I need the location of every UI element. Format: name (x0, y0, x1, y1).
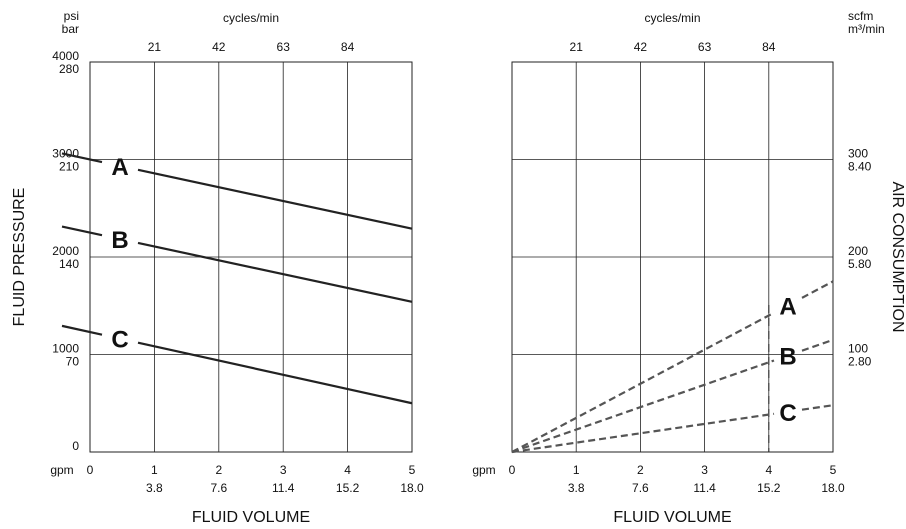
left-y-tick-bar: 70 (66, 355, 80, 369)
left-curve-C (137, 341, 413, 405)
left-curve-C-lead (61, 324, 103, 336)
right-y-tick-m3: 8.40 (848, 160, 872, 174)
right-curve-C-tail (801, 404, 834, 411)
right-y-tick-scfm: 200 (848, 244, 868, 258)
left-x-tick-gpm: 1 (151, 463, 158, 477)
left-y-tick-bar: 280 (59, 62, 79, 76)
right-x-unit: gpm (472, 463, 495, 477)
right-x-tick-lpm: 18.0 (821, 481, 845, 495)
left-top-tick: 63 (277, 40, 291, 54)
right-y-tick-m3: 5.80 (848, 257, 872, 271)
left-curve-B-lead (61, 225, 103, 237)
right-curve-B-tail (801, 338, 834, 352)
left-x-unit: gpm (50, 463, 73, 477)
right-top-tick: 21 (570, 40, 584, 54)
right-x-tick-gpm: 5 (830, 463, 837, 477)
right-y-unit-m3: m³/min (848, 22, 885, 36)
left-top-tick: 84 (341, 40, 355, 54)
right-x-tick-lpm: 3.8 (568, 481, 585, 495)
left-x-tick-gpm: 0 (87, 463, 94, 477)
right-x-tick-gpm: 2 (637, 463, 644, 477)
left-x-tick-gpm: 2 (215, 463, 222, 477)
right-x-tick-gpm: 3 (701, 463, 708, 477)
right-y-tick-scfm: 100 (848, 342, 868, 356)
left-curve-B (137, 241, 413, 303)
right-y-unit-scfm: scfm (848, 9, 873, 23)
left-y-tick-psi: 2000 (52, 244, 79, 258)
left-x-tick-lpm: 3.8 (146, 481, 163, 495)
left-y-tick-bar: 210 (59, 160, 79, 174)
left-y-tick-bar: 140 (59, 257, 79, 271)
left-x-tick-gpm: 4 (344, 463, 351, 477)
right-x-tick-gpm: 1 (573, 463, 580, 477)
right-curve-label-A: A (779, 293, 796, 320)
left-top-axis-label: cycles/min (223, 11, 279, 25)
left-x-tick-gpm: 3 (280, 463, 287, 477)
right-curve-label-B: B (779, 344, 796, 371)
left-y-tick-psi: 0 (72, 439, 79, 453)
right-top-tick: 42 (634, 40, 648, 54)
left-y-tick-psi: 1000 (52, 342, 79, 356)
left-y-unit-psi: psi (64, 9, 79, 23)
right-curve-C (511, 412, 775, 454)
left-curve-A (137, 168, 413, 230)
left-top-tick: 21 (148, 40, 162, 54)
right-top-tick: 84 (762, 40, 776, 54)
left-y-tick-psi: 4000 (52, 49, 79, 63)
right-top-tick: 63 (698, 40, 712, 54)
left-curve-label-B: B (111, 227, 128, 254)
left-top-tick: 42 (212, 40, 226, 54)
right-x-tick-lpm: 15.2 (757, 481, 781, 495)
left-curve-label-C: C (111, 327, 128, 354)
left-x-tick-lpm: 11.4 (272, 481, 295, 495)
left-curve-label-A: A (111, 154, 128, 181)
right-x-axis-title: FLUID VOLUME (613, 509, 731, 526)
left-curve-A-lead (61, 152, 103, 164)
right-y-axis-title: AIR CONSUMPTION (889, 181, 906, 332)
right-y-tick-m3: 2.80 (848, 355, 872, 369)
left-x-axis-title: FLUID VOLUME (192, 509, 310, 526)
left-y-axis-title: FLUID PRESSURE (11, 188, 28, 327)
left-x-tick-lpm: 7.6 (210, 481, 227, 495)
left-x-tick-gpm: 5 (409, 463, 416, 477)
right-x-tick-lpm: 7.6 (632, 481, 649, 495)
right-x-tick-lpm: 11.4 (693, 481, 716, 495)
right-curve-A-tail (801, 280, 834, 299)
right-top-axis-label: cycles/min (644, 11, 700, 25)
right-y-tick-scfm: 300 (848, 147, 868, 161)
left-x-tick-lpm: 18.0 (400, 481, 424, 495)
right-x-tick-gpm: 0 (509, 463, 516, 477)
right-curve-A (511, 311, 775, 453)
right-curve-B (511, 359, 775, 454)
right-x-tick-gpm: 4 (765, 463, 772, 477)
left-x-tick-lpm: 15.2 (336, 481, 360, 495)
left-y-unit-bar: bar (62, 22, 79, 36)
right-curve-label-C: C (779, 400, 796, 427)
